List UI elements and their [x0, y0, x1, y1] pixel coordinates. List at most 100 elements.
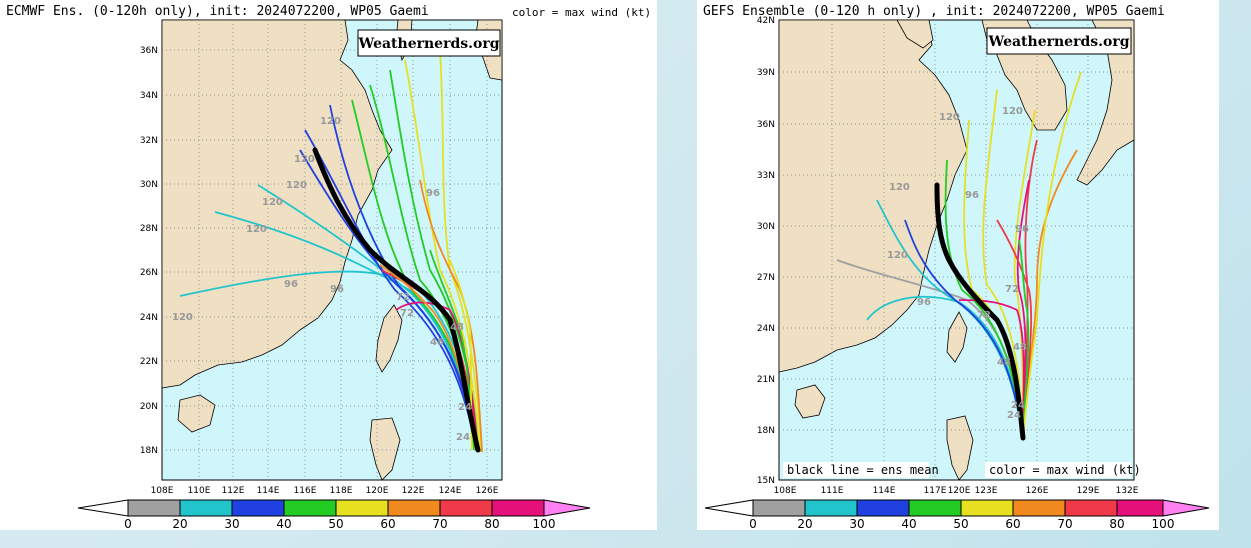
svg-text:40: 40 — [901, 517, 916, 530]
svg-text:30: 30 — [849, 517, 864, 530]
ecmwf-lon-labels: 108E 110E 112E 114E 116E 118E 120E 122E … — [151, 486, 499, 496]
ecmwf-colorbar-ticks: 0 20 30 40 50 60 70 80 100 — [124, 517, 555, 530]
svg-text:21N: 21N — [757, 375, 775, 385]
hour-label: 72 — [977, 310, 991, 321]
svg-text:33N: 33N — [757, 171, 775, 181]
gefs-lat-labels: 42N 39N 36N 33N 30N 27N 24N 21N 18N 15N — [757, 16, 775, 486]
gefs-luzon — [946, 415, 974, 481]
svg-text:20: 20 — [172, 517, 187, 530]
svg-text:117E: 117E — [924, 486, 947, 496]
svg-text:24N: 24N — [757, 324, 775, 334]
gefs-lon-labels: 108E 111E 114E 117E 120E 123E 126E 129E … — [774, 486, 1139, 496]
gefs-watermark-box — [986, 27, 1132, 55]
svg-text:30N: 30N — [757, 222, 775, 232]
svg-text:20N: 20N — [140, 402, 158, 412]
gefs-panel: GEFS Ensemble (0-120 h only) , init: 202… — [697, 0, 1219, 530]
svg-text:120E: 120E — [366, 486, 389, 496]
hour-label: 96 — [426, 188, 440, 199]
hour-label: 48 — [430, 337, 444, 348]
hour-label: 48 — [450, 322, 464, 333]
gefs-mean-track — [934, 182, 1026, 441]
svg-text:80: 80 — [484, 517, 499, 530]
ecmwf-lat-labels: 36N 34N 32N 30N 28N 26N 24N 22N 20N 18N — [140, 46, 158, 456]
svg-text:60: 60 — [1005, 517, 1020, 530]
gefs-title: GEFS Ensemble (0-120 h only) , init: 202… — [703, 4, 1165, 19]
hour-label: 72 — [400, 308, 414, 319]
svg-text:108E: 108E — [151, 486, 174, 496]
svg-text:30: 30 — [224, 517, 239, 530]
ecmwf-panel: ECMWF Ens. (0-120h only), init: 20240722… — [6, 4, 652, 530]
svg-text:36N: 36N — [140, 46, 158, 56]
svg-text:112E: 112E — [222, 486, 245, 496]
ecmwf-hour-labels: 120 120 120 120 120 120 96 96 96 72 72 4… — [172, 116, 472, 443]
ecmwf-taiwan — [375, 304, 403, 373]
gefs-colorbar — [704, 499, 1210, 517]
svg-text:123E: 123E — [975, 486, 998, 496]
hour-label: 24 — [456, 432, 470, 443]
svg-text:15N: 15N — [757, 476, 775, 486]
svg-text:20: 20 — [797, 517, 812, 530]
gefs-north-china — [896, 19, 934, 49]
ecmwf-grid — [162, 20, 502, 480]
hour-label: 96 — [917, 297, 931, 308]
hour-label: 120 — [262, 197, 283, 208]
ecmwf-mainland — [161, 19, 393, 389]
hour-label: 96 — [330, 284, 344, 295]
svg-text:118E: 118E — [330, 486, 353, 496]
svg-text:18N: 18N — [140, 446, 158, 456]
gefs-color-note: color = max wind (kt) — [989, 463, 1141, 477]
ecmwf-hainan — [177, 394, 216, 433]
hour-label: 24 — [458, 402, 472, 413]
svg-text:70: 70 — [432, 517, 447, 530]
ecmwf-map-svg: 120 120 120 120 120 120 96 96 96 72 72 4… — [77, 19, 591, 530]
svg-text:108E: 108E — [774, 486, 797, 496]
svg-text:132E: 132E — [1116, 486, 1139, 496]
svg-text:116E: 116E — [294, 486, 317, 496]
svg-text:27N: 27N — [757, 273, 775, 283]
hour-label: 120 — [286, 180, 307, 191]
svg-text:114E: 114E — [873, 486, 896, 496]
gefs-hainan — [794, 384, 826, 419]
svg-text:26N: 26N — [140, 268, 158, 278]
svg-text:124E: 124E — [439, 486, 462, 496]
ecmwf-colorbar — [77, 499, 591, 517]
gefs-hour-labels: 120 120 120 120 96 96 96 72 72 48 48 24 … — [887, 106, 1029, 421]
svg-text:24N: 24N — [140, 313, 158, 323]
hour-label: 120 — [294, 154, 315, 165]
ecmwf-watermark-box — [357, 29, 501, 57]
hour-label: 24 — [1011, 400, 1025, 411]
hour-label: 48 — [997, 357, 1011, 368]
hour-label: 120 — [939, 112, 960, 123]
hour-label: 72 — [396, 292, 410, 303]
hour-label: 120 — [1002, 106, 1023, 117]
svg-text:18N: 18N — [757, 426, 775, 436]
svg-text:34N: 34N — [140, 91, 158, 101]
hour-label: 120 — [887, 250, 908, 261]
hour-label: 24 — [1007, 410, 1021, 421]
svg-text:120E: 120E — [948, 486, 971, 496]
hour-label: 72 — [1005, 284, 1019, 295]
gefs-mainland — [778, 19, 968, 373]
hour-label: 48 — [1013, 342, 1027, 353]
hour-label: 120 — [172, 312, 193, 323]
gefs-mean-note: black line = ens mean — [787, 463, 939, 477]
gefs-color-note-box — [985, 462, 1131, 478]
svg-text:70: 70 — [1057, 517, 1072, 530]
svg-text:100: 100 — [1152, 517, 1175, 530]
hour-label: 96 — [965, 190, 979, 201]
svg-text:122E: 122E — [402, 486, 425, 496]
svg-text:39N: 39N — [757, 68, 775, 78]
svg-text:40: 40 — [276, 517, 291, 530]
ecmwf-luzon — [369, 417, 401, 481]
svg-text:30N: 30N — [140, 180, 158, 190]
svg-text:114E: 114E — [257, 486, 280, 496]
ecmwf-mean-track — [312, 147, 481, 453]
gefs-grid — [779, 20, 1134, 480]
svg-text:126E: 126E — [476, 486, 499, 496]
svg-text:22N: 22N — [140, 357, 158, 367]
gefs-japan — [1076, 19, 1135, 186]
gefs-colorbar-ticks: 0 20 30 40 50 60 70 80 100 — [749, 517, 1174, 530]
svg-text:60: 60 — [380, 517, 395, 530]
svg-text:50: 50 — [953, 517, 968, 530]
gefs-mean-note-box — [783, 462, 929, 478]
